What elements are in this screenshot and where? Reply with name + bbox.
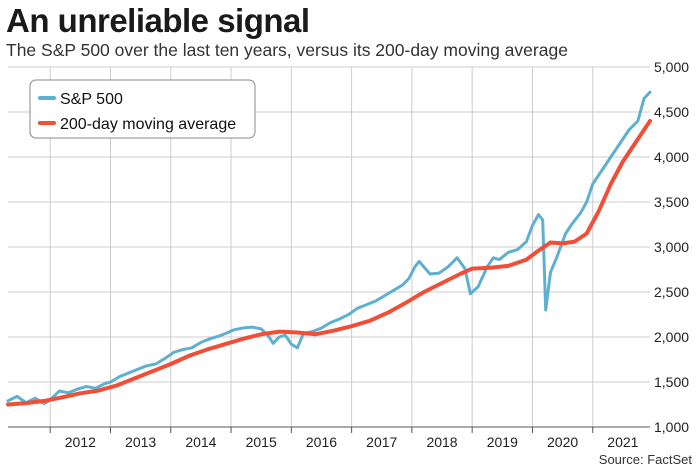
y-tick-label: 4,500 bbox=[654, 104, 689, 120]
y-tick-label: 4,000 bbox=[654, 149, 689, 165]
y-tick-label: 3,000 bbox=[654, 239, 689, 255]
y-tick-label: 5,000 bbox=[654, 59, 689, 75]
y-tick-label: 2,000 bbox=[654, 329, 689, 345]
x-tick-label: 2014 bbox=[185, 434, 216, 450]
legend: S&P 500 200-day moving average bbox=[29, 79, 256, 139]
chart-source: Source: FactSet bbox=[598, 452, 692, 467]
x-tick-label: 2021 bbox=[607, 434, 638, 450]
axes: 1,000 1,500 2,000 2,500 3,000 3,500 4,000 4,500… bbox=[8, 59, 689, 450]
x-tick-label: 2017 bbox=[366, 434, 397, 450]
x-tick-label: 2020 bbox=[547, 434, 578, 450]
x-tick-label: 2012 bbox=[65, 434, 96, 450]
series-layer bbox=[6, 90, 652, 407]
x-tick-label: 2019 bbox=[487, 434, 518, 450]
moving-average-line bbox=[6, 119, 652, 407]
x-tick-label: 2018 bbox=[426, 434, 457, 450]
x-tick-label: 2015 bbox=[246, 434, 277, 450]
x-tick-label: 2013 bbox=[125, 434, 156, 450]
y-tick-label: 3,500 bbox=[654, 194, 689, 210]
chart-title: An unreliable signal bbox=[6, 2, 310, 39]
legend-label-moving-average: 200-day moving average bbox=[60, 116, 236, 133]
y-tick-label: 2,500 bbox=[654, 284, 689, 300]
y-tick-label: 1,500 bbox=[654, 374, 689, 390]
chart-subtitle: The S&P 500 over the last ten years, ver… bbox=[6, 40, 568, 60]
y-tick-label: 1,000 bbox=[654, 419, 689, 435]
legend-label-sp500: S&P 500 bbox=[60, 91, 123, 108]
sp500-line bbox=[6, 90, 652, 406]
x-tick-label: 2016 bbox=[306, 434, 337, 450]
legend-box bbox=[29, 79, 256, 139]
